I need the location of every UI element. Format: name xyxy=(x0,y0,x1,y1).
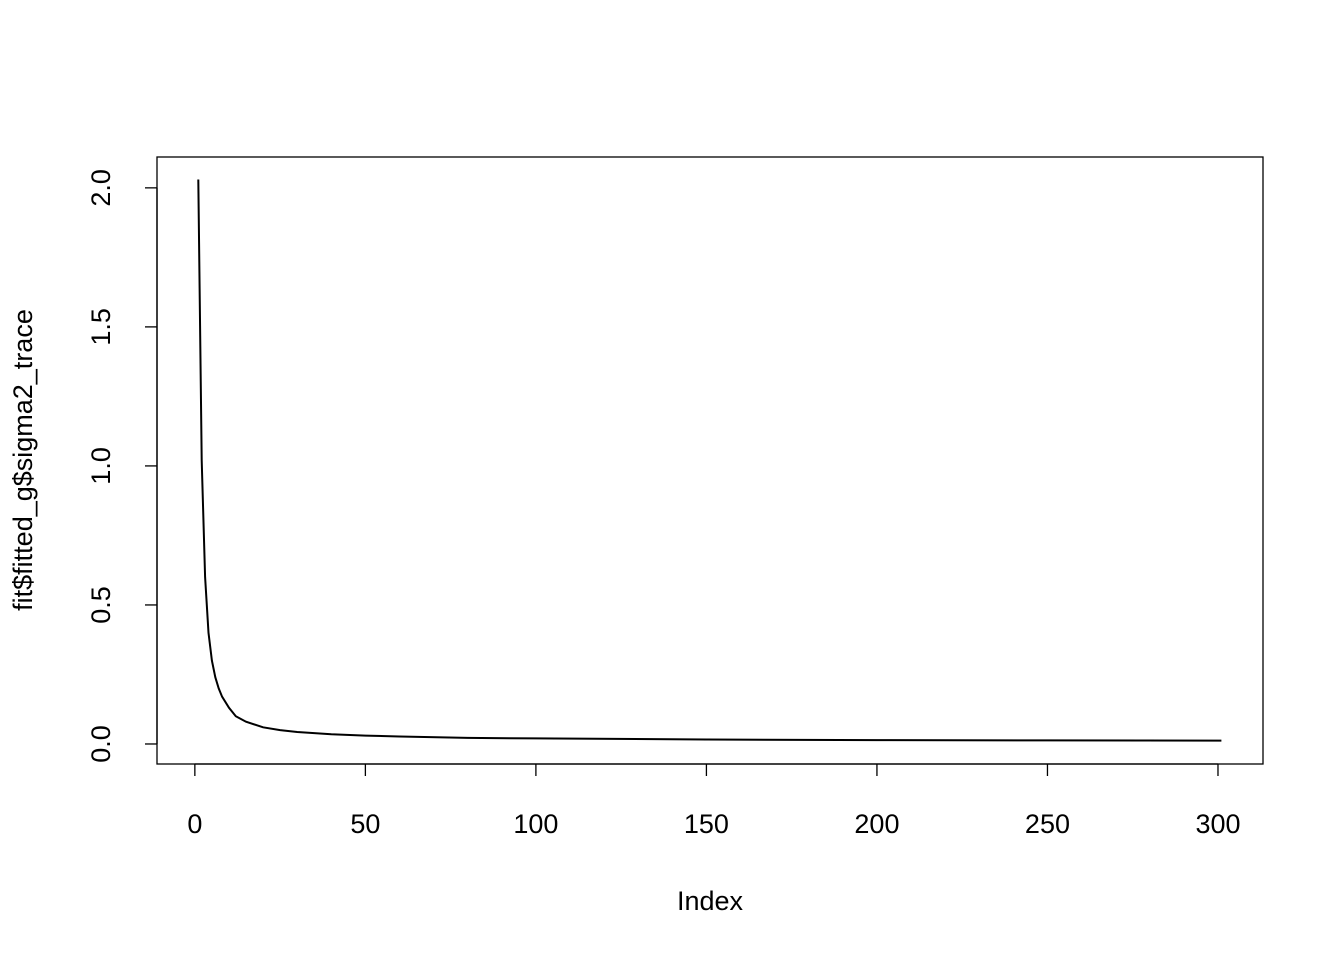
y-tick-label: 0.0 xyxy=(86,725,116,763)
y-tick-label: 2.0 xyxy=(86,169,116,207)
x-tick-label: 300 xyxy=(1195,809,1240,839)
x-tick-label: 200 xyxy=(854,809,899,839)
x-tick-label: 100 xyxy=(513,809,558,839)
x-axis-label: Index xyxy=(677,886,744,916)
x-tick-label: 250 xyxy=(1025,809,1070,839)
x-tick-label: 150 xyxy=(684,809,729,839)
x-tick-label: 0 xyxy=(187,809,202,839)
y-tick-label: 0.5 xyxy=(86,586,116,624)
y-tick-label: 1.0 xyxy=(86,447,116,485)
series-line xyxy=(197,179,1222,742)
y-axis-label: fit$fitted_g$sigma2_trace xyxy=(8,309,38,611)
plot-frame xyxy=(156,156,1264,765)
x-axis: 0 50 100 150 200 250 300 xyxy=(187,763,1241,839)
x-tick-label: 50 xyxy=(350,809,380,839)
y-tick-label: 1.5 xyxy=(86,308,116,346)
y-axis: 0.0 0.5 1.0 1.5 2.0 xyxy=(86,169,158,763)
